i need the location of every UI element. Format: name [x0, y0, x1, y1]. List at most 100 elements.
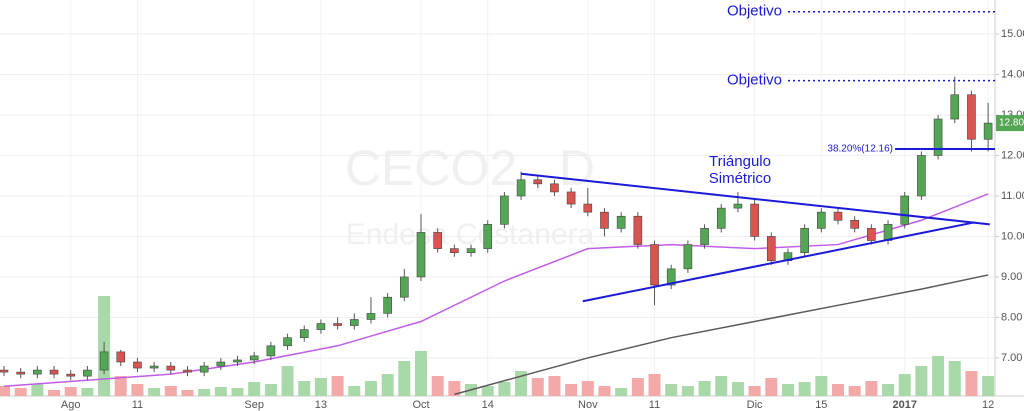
volume-bar — [681, 386, 694, 396]
volume-bar — [181, 390, 194, 396]
y-tick-label: 9.00 — [1001, 271, 1022, 283]
volume-bar — [598, 386, 611, 396]
candle-body — [600, 211, 609, 229]
candle-body — [817, 211, 826, 229]
volume-bar — [431, 376, 444, 396]
volume-bar — [731, 382, 744, 396]
candle-body — [233, 359, 242, 363]
volume-bar — [898, 374, 911, 396]
x-tick-label: 14 — [482, 399, 494, 411]
candle-body — [316, 323, 326, 330]
volume-bar — [214, 387, 227, 396]
volume-bar — [715, 376, 728, 396]
volume-bar — [198, 389, 211, 396]
candle-body — [833, 211, 843, 221]
volume-bar — [815, 376, 828, 396]
y-tick-label: 10.00 — [1001, 230, 1024, 242]
volume-bar — [832, 384, 844, 396]
volume-bar — [948, 361, 961, 396]
x-tick-label: 2017 — [892, 399, 916, 411]
candle-body — [533, 179, 543, 185]
volume-bar — [798, 382, 811, 396]
volume-bar — [481, 386, 494, 396]
volume-bar — [698, 381, 711, 396]
price-tag — [996, 115, 1024, 132]
volume-bar — [264, 384, 277, 396]
volume-bar — [932, 356, 945, 396]
candle-body — [66, 373, 76, 377]
volume-bar — [781, 384, 794, 396]
trendline — [582, 221, 975, 303]
volume-bar — [48, 390, 61, 396]
candle-body — [433, 232, 442, 249]
candle-body — [266, 345, 276, 357]
candle-body — [700, 228, 709, 245]
candle-body — [650, 244, 659, 286]
volume-bar — [281, 366, 294, 396]
candle-body — [850, 219, 859, 229]
volume-bar — [648, 374, 661, 396]
x-tick-label: Dic — [747, 399, 763, 411]
volume-bar — [248, 382, 261, 396]
candle-body — [516, 179, 526, 197]
volume-bar — [965, 371, 978, 396]
fib-label: 38.20%(12.16) — [827, 144, 893, 155]
x-tick-label: 11 — [649, 399, 660, 411]
volume-bar — [565, 384, 578, 396]
price-tag-label: 12.80 — [999, 118, 1024, 129]
candle-body — [0, 369, 9, 373]
candle-body — [116, 351, 126, 363]
y-tick-label: 8.00 — [1001, 311, 1022, 323]
moving-average — [3, 193, 989, 388]
target-label: Objetivo — [727, 3, 782, 20]
y-tick-label: 14.00 — [1001, 68, 1024, 80]
volume-bar — [498, 382, 511, 396]
x-tick-label: Sep — [244, 399, 264, 411]
volume-bar — [448, 381, 461, 396]
volume-bar — [64, 387, 77, 396]
volume-bar — [331, 376, 344, 396]
candle-body — [483, 224, 493, 249]
volume-bar — [665, 384, 678, 396]
volume-bar — [381, 374, 394, 396]
volume-bar — [364, 381, 377, 396]
candle-body — [666, 268, 676, 286]
candle-body — [83, 369, 92, 377]
candle-body — [933, 118, 943, 156]
candle-body — [149, 365, 159, 369]
volume-bar — [131, 384, 144, 396]
volume-bar — [164, 386, 177, 396]
candle-body — [883, 224, 893, 241]
volume-bar — [748, 386, 761, 396]
candle-body — [366, 313, 376, 320]
candle-body — [183, 369, 192, 373]
pattern-label: Triángulo — [709, 153, 771, 170]
candle-body — [583, 203, 593, 213]
candle-body — [500, 195, 509, 225]
candle-body — [733, 203, 743, 209]
volume-bar — [14, 388, 27, 396]
x-tick-label: 12 — [982, 399, 994, 411]
candle-body — [49, 369, 59, 375]
trendline — [520, 172, 990, 226]
candle-body — [133, 361, 142, 369]
volume-bar — [848, 386, 861, 396]
x-tick-label: 15 — [815, 399, 827, 411]
volume-bar — [765, 378, 778, 396]
candle-body — [16, 371, 25, 375]
volume-bar — [398, 361, 411, 396]
candle-body — [566, 191, 576, 205]
volume-bar — [114, 376, 127, 396]
candle-body — [750, 203, 759, 237]
candle-body — [99, 351, 109, 371]
volume-bar — [348, 386, 361, 396]
pattern-label: Simétrico — [709, 170, 772, 187]
volume-bar — [148, 388, 161, 396]
moving-average — [454, 274, 989, 396]
candle-body — [299, 329, 309, 338]
volume-bar — [865, 381, 878, 396]
volume-bar — [615, 388, 628, 396]
candle-body — [466, 248, 476, 253]
volume-bar — [581, 381, 594, 396]
